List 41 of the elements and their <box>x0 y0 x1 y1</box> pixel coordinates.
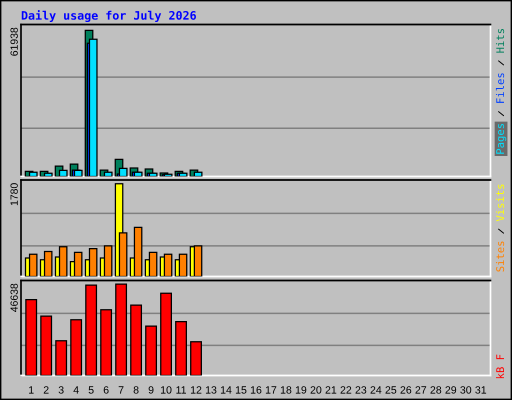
x-tick-label: 9 <box>148 386 154 394</box>
x-tick-label: 22 <box>340 386 352 394</box>
text: Visits <box>496 184 504 222</box>
x-tick-label: 28 <box>430 386 442 394</box>
x-tick-label: 29 <box>445 386 456 394</box>
x-tick-label: 3 <box>58 386 64 394</box>
x-tick-label: 17 <box>266 386 276 394</box>
text: 61938 <box>10 28 18 56</box>
legend-label: Sites <box>496 242 504 272</box>
x-tick-label: 25 <box>386 386 396 394</box>
x-tick-label: 16 <box>250 386 262 394</box>
x-tick-label: 6 <box>104 386 109 394</box>
x-tick-label: 18 <box>280 386 292 394</box>
x-tick-label: 23 <box>356 386 366 394</box>
x-tick-label: 2 <box>44 386 49 394</box>
x-tick-label: 15 <box>236 386 246 394</box>
x-tick-label: 27 <box>415 386 426 394</box>
text: 46638 <box>10 284 18 312</box>
x-tick-label: 19 <box>296 386 306 394</box>
x-tick-label: 1 <box>29 386 34 394</box>
x-tick-label: 31 <box>475 386 486 394</box>
x-tick-label: 30 <box>460 386 472 394</box>
x-tick-label: 5 <box>88 386 94 394</box>
chart-title: Daily usage for July 2026 <box>22 10 196 22</box>
x-tick-label: 20 <box>310 386 322 394</box>
x-tick-label: 4 <box>73 386 79 394</box>
x-tick-label: 7 <box>118 386 124 394</box>
x-tick-label: 12 <box>190 386 202 394</box>
text: kB F <box>496 354 504 378</box>
x-tick-label: 14 <box>220 386 232 394</box>
legend-label: Pages <box>496 124 506 154</box>
x-tick-label: 11 <box>176 386 186 394</box>
x-tick-label: 10 <box>160 386 172 394</box>
text: 1780 <box>10 183 18 206</box>
text: Hits <box>496 29 504 53</box>
x-tick-label: 8 <box>134 386 139 394</box>
x-tick-label: 26 <box>400 386 412 394</box>
x-tick-label: 21 <box>326 386 336 394</box>
x-tick-label: 13 <box>206 386 216 394</box>
legend-label: Files <box>496 73 504 103</box>
x-tick-label: 24 <box>370 386 382 394</box>
